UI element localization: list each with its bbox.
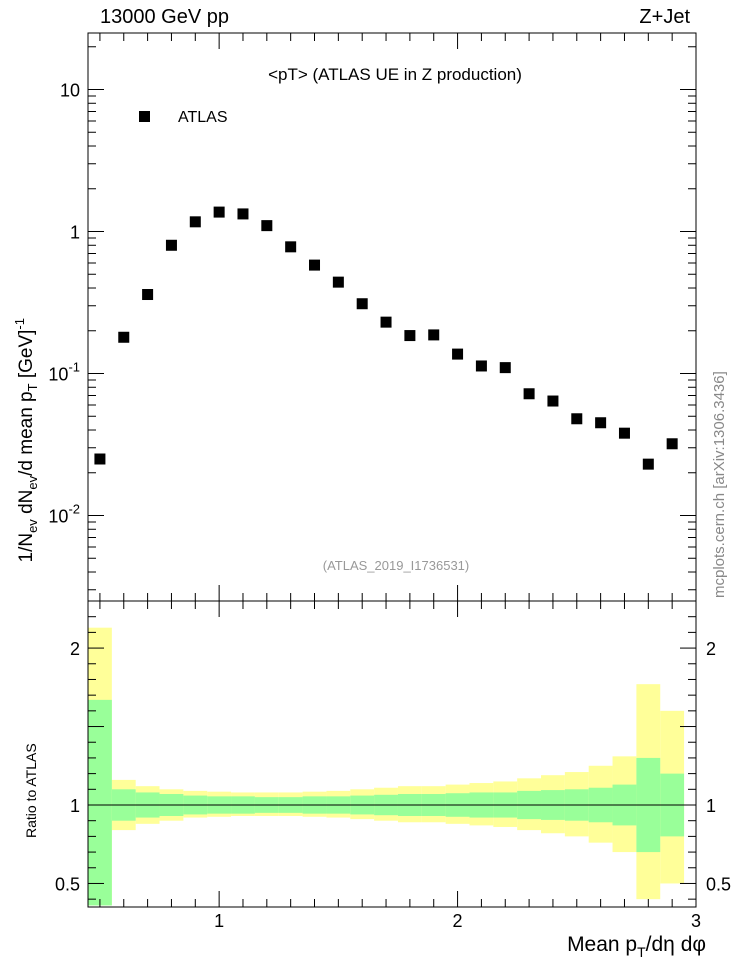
data-point	[189, 216, 201, 228]
x-tick-label: 2	[453, 911, 463, 931]
data-point	[237, 208, 249, 220]
energy-label: 13000 GeV pp	[100, 6, 229, 28]
data-point	[285, 241, 297, 253]
data-point	[475, 360, 487, 372]
data-point	[142, 289, 154, 301]
x-axis-label: Mean pT/dη dφ	[567, 933, 706, 960]
data-point	[499, 362, 511, 374]
main-axis-ticks	[88, 33, 697, 601]
data-point	[356, 298, 368, 310]
data-point	[595, 417, 607, 429]
x-tick-labels: 1 2 3	[214, 911, 701, 931]
ratio-bands	[88, 627, 685, 906]
ratio-y-tick-label-right: 2	[706, 639, 716, 659]
data-point	[404, 330, 416, 342]
ratio-axis-ticks	[88, 600, 697, 907]
data-point	[118, 331, 130, 343]
data-point	[666, 438, 678, 450]
ratio-plot: 0.5 0.5 1 1 2 2 1 2 3 Ratio to ATLAS Mean pT/dη…	[23, 600, 731, 960]
data-point	[428, 329, 440, 341]
x-tick-label: 1	[214, 911, 224, 931]
legend-label-atlas: ATLAS	[178, 109, 228, 126]
y-tick-label: 10	[60, 81, 80, 101]
ratio-y-tick-label-right: 1	[706, 796, 716, 816]
ratio-y-tick-label-left: 2	[70, 639, 80, 659]
data-point	[452, 348, 464, 360]
data-point	[309, 259, 321, 271]
ratio-y-axis-label: Ratio to ATLAS	[23, 743, 39, 838]
main-y-axis-label: 1/Nev dNev/d mean pT [GeV]-1	[12, 318, 40, 563]
data-point	[165, 239, 177, 251]
data-point	[547, 395, 559, 407]
data-point	[571, 413, 583, 425]
data-point	[380, 316, 392, 328]
process-label: Z+Jet	[639, 6, 690, 28]
ratio-y-tick-labels: 0.5 0.5 1 1 2 2	[55, 639, 731, 894]
legend-marker	[139, 111, 150, 122]
ratio-y-tick-label-left: 0.5	[55, 874, 80, 894]
y-tick-label: 1	[70, 223, 80, 243]
data-point	[94, 453, 106, 465]
data-point	[642, 458, 654, 470]
atlas-markers	[94, 206, 678, 470]
analysis-label: (ATLAS_2019_I1736531)	[323, 558, 469, 573]
data-point	[261, 220, 273, 232]
y-tick-label: 10-2	[48, 502, 80, 527]
side-label: mcplots.cern.ch [arXiv:1306.3436]	[711, 371, 728, 598]
x-tick-label: 3	[691, 911, 701, 931]
ratio-y-tick-label-right: 0.5	[706, 874, 731, 894]
main-y-tick-labels: 10-2 10-1 1 10	[48, 81, 80, 527]
main-plot: 10-2 10-1 1 10 <pT> (ATLAS UE in Z producti…	[12, 32, 697, 602]
plot-title: <pT> (ATLAS UE in Z production)	[268, 65, 522, 84]
data-point	[523, 388, 535, 400]
y-tick-label: 10-1	[48, 360, 80, 385]
data-point	[618, 427, 630, 439]
data-point	[213, 206, 225, 218]
ratio-y-tick-label-left: 1	[70, 796, 80, 816]
data-point	[332, 276, 344, 288]
ratio-band-stat	[88, 699, 112, 906]
ratio-plot-frame	[87, 600, 697, 908]
